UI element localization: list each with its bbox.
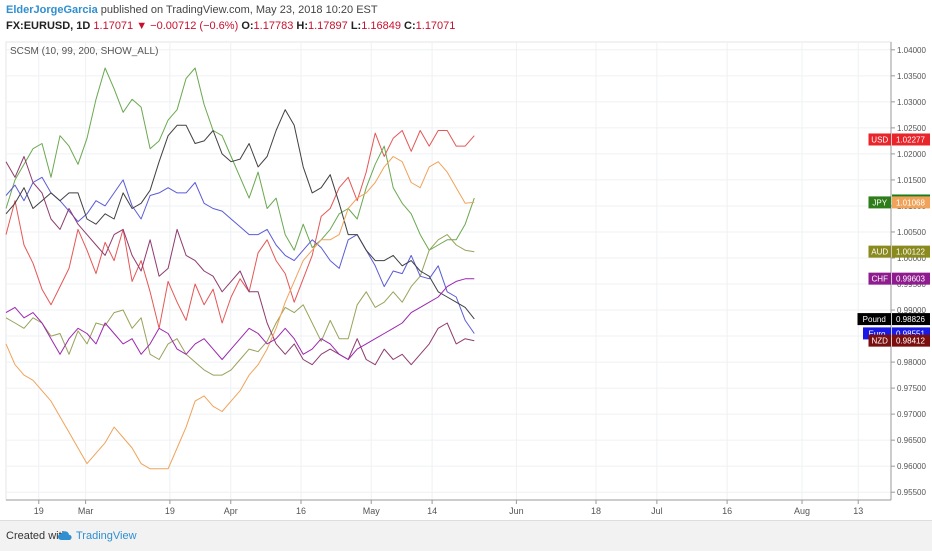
y-tick-label: 0.96000 [897, 462, 926, 471]
price-tag-name-bg [868, 133, 891, 146]
price-tag-bg [892, 334, 930, 347]
chart-header: ElderJorgeGarcia published on TradingVie… [0, 0, 932, 36]
last-price: 1.17071 [93, 20, 134, 32]
price-tag-name-bg [868, 245, 891, 258]
series-line-aud[interactable] [5, 234, 475, 376]
y-tick-label: 0.96500 [897, 436, 926, 445]
x-tick-label: 13 [853, 506, 863, 516]
x-tick-label: 14 [427, 506, 437, 516]
x-tick-label: Aug [794, 506, 810, 516]
author-link[interactable]: ElderJorgeGarcia [6, 4, 98, 16]
published-text: published on TradingView.com, May 23, 20… [100, 4, 378, 16]
high-value: 1.17897 [307, 20, 348, 32]
price-tag-name: Euro [869, 329, 886, 338]
price-tag-name: AUD [871, 248, 888, 257]
price-tag-name-bg [868, 196, 891, 209]
price-tag-bg [892, 313, 930, 326]
price-tag-bg [892, 196, 930, 209]
x-tick-label: 16 [722, 506, 732, 516]
x-tick-label: 18 [591, 506, 601, 516]
chart-area[interactable]: 1.04000 1.03500 1.03000 1.02500 1.02000 1.015… [0, 36, 932, 516]
price-tag-value: 0.98551 [896, 329, 925, 338]
publish-line: ElderJorgeGarcia published on TradingVie… [6, 3, 378, 17]
price-tag-name: CHF [872, 275, 889, 284]
footer: Created with TradingView [0, 520, 932, 551]
y-tick-label: 1.00500 [897, 228, 926, 237]
series-line-usd[interactable] [5, 130, 475, 329]
series-line-jpy[interactable] [5, 67, 475, 251]
low-value: 1.16849 [361, 20, 401, 32]
price-tag-bg [892, 272, 930, 285]
plot-frame [5, 41, 892, 501]
price-tag-value: 0.98826 [896, 315, 925, 324]
y-tick-label: 1.04000 [897, 46, 926, 55]
series-line-chf[interactable] [5, 156, 475, 470]
price-tag-bg [892, 133, 930, 146]
y-tick-label: 1.03500 [897, 72, 926, 81]
symbol-line: FX:EURUSD, 1D 1.17071 ▼ −0.00712 (−0.6%)… [6, 19, 455, 33]
tradingview-brand[interactable]: TradingView [76, 530, 137, 542]
price-tag-value: 1.00122 [896, 248, 925, 257]
open-label: O: [241, 20, 254, 32]
symbol-label[interactable]: FX:EURUSD, 1D [6, 20, 91, 32]
price-tag-name: Pound [863, 315, 886, 324]
y-tick-label: 1.01500 [897, 176, 926, 185]
series-line-unnamed[interactable] [5, 278, 475, 360]
y-tick-label: 0.95500 [897, 488, 926, 497]
open-value: 1.17783 [253, 20, 294, 32]
price-tag-value: 0.98412 [896, 337, 925, 346]
price-tag-name: USD [871, 135, 888, 144]
y-tick-label: 1.03000 [897, 98, 926, 107]
low-label: L: [350, 20, 362, 32]
x-tick-label: Jul [651, 506, 663, 516]
price-tag-value: 0.99603 [896, 275, 925, 284]
price-tag-name: JPY [872, 198, 887, 207]
close-label: C: [404, 20, 416, 32]
price-tag-value: 1.01068 [896, 198, 925, 207]
price-tag-name-bg [868, 272, 891, 285]
price-tag-value: 1.02277 [896, 135, 925, 144]
price-tag-bg [892, 245, 930, 258]
close-value: 1.17071 [415, 20, 456, 32]
y-tick-label: 1.02500 [897, 124, 926, 133]
tradingview-cloud-icon[interactable] [57, 528, 73, 542]
high-label: H: [296, 20, 308, 32]
series-line-pound[interactable] [5, 109, 475, 320]
x-tick-label: Jun [509, 506, 524, 516]
y-tick-label: 1.02000 [897, 150, 926, 159]
price-tag-name-bg [868, 334, 891, 347]
y-tick-label: 1.00000 [897, 254, 926, 263]
y-tick-label: 0.97500 [897, 384, 926, 393]
y-tick-label: 0.97000 [897, 410, 926, 419]
price-tag-name-bg [857, 313, 891, 326]
series-line-euro[interactable] [5, 176, 475, 334]
price-change: ▼ −0.00712 (−0.6%) [136, 20, 239, 32]
price-tag-name: NZD [872, 337, 889, 346]
series-line-nzd[interactable] [5, 156, 475, 366]
chart-canvas[interactable]: 1.04000 1.03500 1.03000 1.02500 1.02000 1.015… [0, 36, 932, 516]
indicator-label[interactable]: SCSM (10, 99, 200, SHOW_ALL) [10, 46, 159, 57]
x-tick-label: 19 [34, 506, 44, 516]
y-tick-label: 0.99000 [897, 306, 926, 315]
x-tick-label: Apr [224, 506, 238, 516]
x-tick-label: 16 [296, 506, 306, 516]
y-tick-label: 0.98000 [897, 358, 926, 367]
x-tick-label: May [363, 506, 381, 516]
created-with-text: Created with [6, 530, 68, 542]
x-tick-label: 19 [165, 506, 175, 516]
x-tick-label: Mar [78, 506, 94, 516]
